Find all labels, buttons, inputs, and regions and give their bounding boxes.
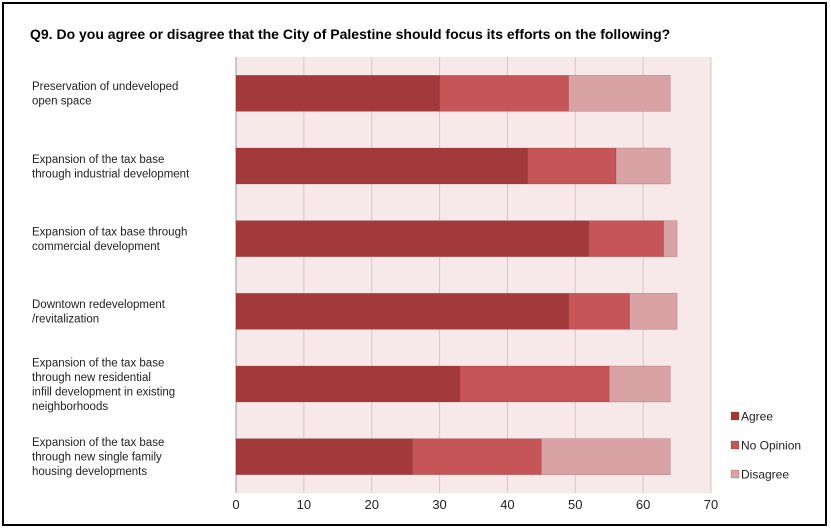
x-tick-label: 50 [568,497,582,512]
category-label: Expansion of the tax base through new sin… [32,437,164,478]
bar-agree [235,147,529,185]
bars [235,75,678,475]
x-tick-label: 10 [297,497,311,512]
legend-label: No Opinion [741,439,801,453]
bar-disagree [663,220,678,257]
bar-agree [235,293,569,330]
chart-title: Q9. Do you agree or disagree that the Ci… [30,26,671,42]
legend-swatch [730,411,740,421]
bar-disagree [629,293,678,330]
bar-no-opinion [459,365,610,403]
x-tick-label: 40 [500,497,514,512]
bar-no-opinion [527,147,617,185]
x-tick-label: 70 [704,497,718,512]
category-label: Downtown redevelopment/revitalization [32,299,166,326]
bar-no-opinion [412,438,542,475]
x-tick-label: 30 [432,497,446,512]
x-tick-label: 0 [232,497,239,512]
category-label: Expansion of the tax base through industr… [32,154,190,181]
x-tick-label: 60 [636,497,650,512]
bar-no-opinion [588,220,664,257]
bar-agree [235,438,413,475]
grid-lines [235,57,712,493]
bar-no-opinion [568,293,630,330]
legend: Agree No Opinion Disagree [730,410,801,482]
bar-no-opinion [439,75,569,112]
category-labels: Preservation of undeveloped open space Exp… [32,81,190,478]
plot-area [236,57,711,493]
bar-agree [235,365,461,403]
category-label: Preservation of undeveloped open space [32,81,178,108]
legend-swatch [730,469,740,479]
bar-agree [235,220,590,257]
legend-swatch [730,440,740,450]
bar-disagree [568,75,671,112]
bar-disagree [615,147,671,185]
x-tick-label: 20 [364,497,378,512]
bar-disagree [608,365,671,403]
legend-label: Disagree [741,468,789,482]
bar-disagree [541,438,671,475]
x-axis-ticks: 0 10 20 30 40 50 60 70 [232,497,718,512]
legend-label: Agree [741,410,773,424]
bar-agree [235,75,440,112]
category-label: Expansion of tax base through commercial … [32,226,187,253]
category-label: Expansion of the tax base through new res… [32,357,175,413]
